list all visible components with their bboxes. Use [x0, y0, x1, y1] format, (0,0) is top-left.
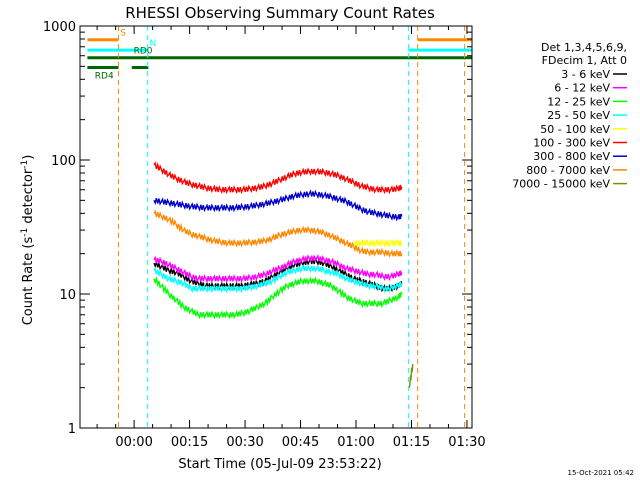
series-line-6 [153, 189, 403, 222]
legend-label-2: 12 - 25 keV [547, 95, 610, 108]
legend-label-5: 100 - 300 keV [533, 137, 610, 150]
generated-timestamp: 15-Oct-2021 05:42 [568, 469, 634, 477]
legend-header-line-1: Det 1,3,4,5,6,9, [541, 41, 627, 54]
legend-label-1: 6 - 12 keV [554, 82, 610, 95]
y-tick-label-1: 10 [59, 288, 76, 303]
x-tick-label-0: 00:00 [115, 435, 152, 450]
y-tick-label-3: 1000 [43, 20, 76, 35]
legend-label-3: 25 - 50 keV [547, 109, 610, 122]
state-bar-label-0: S [120, 29, 126, 39]
y-axis-label-mid: detector [21, 168, 36, 228]
legend-label-6: 300 - 800 keV [533, 150, 610, 163]
tick-labels: 00:00 00:15 00:30 00:45 01:00 01:15 01:30 1 10 10… [43, 20, 486, 450]
legend-label-4: 50 - 100 keV [540, 123, 610, 136]
y-axis-label: Count Rate (s-1 detector-1) [20, 155, 36, 326]
state-bar-label-3: RD4 [95, 72, 114, 82]
plot-area-frame [79, 25, 473, 429]
y-axis-label-prefix: Count Rate (s [21, 237, 36, 326]
x-tick-label-1: 00:15 [171, 435, 208, 450]
legend: Det 1,3,4,5,6,9, FDecim 1, Att 0 3 - 6 k… [512, 41, 627, 191]
series-line-2 [153, 275, 403, 320]
series-line-7 [153, 209, 403, 258]
legend-label-0: 3 - 6 keV [561, 68, 610, 81]
series-line-8 [408, 364, 414, 388]
axis-ticks [80, 25, 472, 429]
x-tick-label-3: 00:45 [282, 435, 319, 450]
series-lines [153, 161, 414, 388]
series-line-1 [153, 254, 403, 284]
series-line-4 [353, 238, 403, 248]
y-axis-label-sup1: -1 [20, 228, 30, 237]
legend-header-line-2: FDecim 1, Att 0 [542, 54, 627, 67]
legend-label-8: 7000 - 15000 keV [512, 178, 610, 191]
y-tick-label-2: 100 [51, 154, 76, 169]
x-tick-label-2: 00:30 [226, 435, 263, 450]
attenuator-lines [117, 26, 466, 428]
state-bar-label-2: RD0 [134, 47, 153, 57]
legend-label-7: 800 - 7000 keV [526, 164, 610, 177]
y-axis-label-suffix: ) [21, 155, 36, 160]
x-tick-label-4: 01:00 [337, 435, 374, 450]
chart-title: RHESSI Observing Summary Count Rates [125, 4, 435, 22]
y-tick-label-0: 1 [68, 422, 76, 437]
series-line-5 [153, 161, 403, 195]
y-axis-label-sup2: -1 [20, 160, 30, 169]
x-axis-label: Start Time (05-Jul-09 23:53:22) [178, 457, 381, 472]
state-bar-label-1: N [150, 39, 157, 49]
series-line-0 [153, 256, 403, 293]
x-tick-label-5: 01:15 [393, 435, 430, 450]
series-line-3 [153, 263, 403, 294]
x-tick-label-6: 01:30 [448, 435, 485, 450]
